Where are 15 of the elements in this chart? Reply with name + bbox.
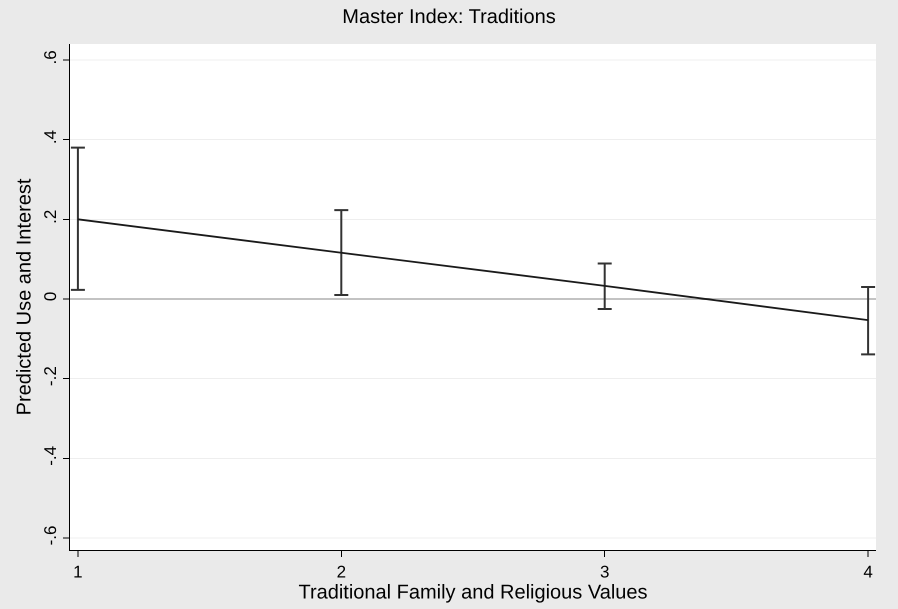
x-tick-label: 2 — [336, 562, 346, 582]
y-tick-label: -.4 — [41, 446, 60, 466]
y-tick-label: .4 — [41, 130, 60, 144]
x-tick-label: 3 — [600, 562, 610, 582]
x-axis-title: Traditional Family and Religious Values — [298, 581, 648, 604]
chart-title: Master Index: Traditions — [342, 6, 556, 28]
x-tick-label: 1 — [73, 562, 83, 582]
y-tick-label: .6 — [41, 50, 60, 64]
y-axis-title: Predicted Use and Interest — [14, 178, 36, 416]
y-tick-label: 0 — [41, 292, 60, 302]
y-tick-label: -.2 — [41, 366, 60, 386]
y-tick-label: .2 — [41, 210, 60, 224]
y-tick-label: -.6 — [41, 526, 60, 546]
x-tick-label: 4 — [863, 562, 873, 582]
line-series — [77, 218, 869, 322]
